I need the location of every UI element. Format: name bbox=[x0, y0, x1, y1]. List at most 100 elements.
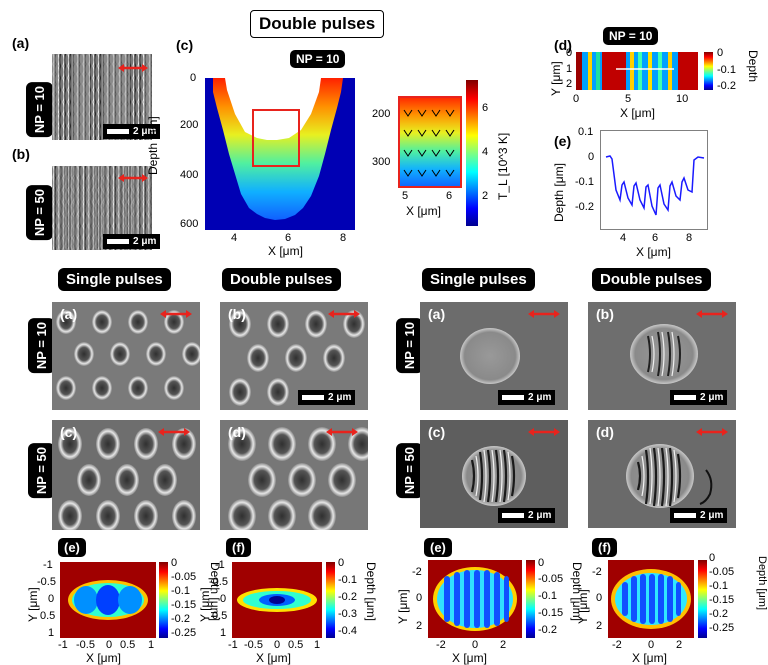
inset-ytick: 300 bbox=[372, 156, 391, 168]
e-xlabel: X [μm] bbox=[636, 245, 671, 259]
br-f-cbar-tick: -0.2 bbox=[709, 608, 728, 620]
br-f-xtick: 2 bbox=[676, 639, 683, 651]
sem-single-np50 bbox=[52, 420, 200, 530]
bl-f-colorbar bbox=[326, 562, 335, 638]
br-e-cbar-tick: 0 bbox=[538, 557, 545, 569]
bl-e-xtick: 0.5 bbox=[120, 639, 136, 651]
br-e-cbar-tick: -0.15 bbox=[538, 607, 564, 619]
bl-e-ytick: -1 bbox=[43, 559, 53, 571]
scale-bar: 2 μm bbox=[670, 390, 728, 405]
bl-f-cbar-tick: -0.1 bbox=[338, 574, 357, 586]
bl-f-ytick: 0 bbox=[220, 593, 227, 605]
panel-label-f: (f) bbox=[592, 538, 617, 557]
depth-map-double bbox=[232, 562, 322, 638]
figure-title: Double pulses bbox=[250, 10, 385, 38]
bl-f-ytick: 1 bbox=[220, 627, 227, 639]
d-xlabel: X [μm] bbox=[620, 106, 655, 120]
tl-tick: 2 bbox=[482, 190, 489, 202]
scale-bar: 2 μm bbox=[670, 508, 728, 523]
panel-label-d: (d) bbox=[228, 424, 246, 440]
bl-f-ylabel: Y [μm] bbox=[198, 587, 212, 622]
br-e-ytick: 0 bbox=[416, 592, 423, 604]
bl-f-cbar-label: Depth [μm] bbox=[364, 562, 378, 621]
inset-ytick: 200 bbox=[372, 108, 391, 120]
br-f-cbar-tick: -0.05 bbox=[709, 566, 735, 578]
c-ytick: 400 bbox=[180, 169, 199, 181]
np-badge-10: NP = 10 bbox=[26, 82, 53, 138]
panel-label-c: (c) bbox=[428, 424, 446, 440]
d-ytick: 1 bbox=[566, 63, 573, 75]
e-ytick: 0 bbox=[588, 151, 595, 163]
inset-xtick: 5 bbox=[402, 190, 409, 202]
d-cbar-tick: -0.2 bbox=[717, 80, 736, 92]
br-f-ytick: 0 bbox=[596, 592, 603, 604]
inset-xlabel: X [μm] bbox=[406, 204, 441, 218]
d-xtick: 10 bbox=[676, 93, 689, 105]
bl-f-ytick: -0.5 bbox=[209, 576, 228, 588]
sem-image-b bbox=[52, 166, 152, 250]
scale-bar: 2 μm bbox=[498, 390, 556, 405]
br-e-xlabel: X [μm] bbox=[452, 651, 487, 665]
e-ylabel: Depth [μm] bbox=[552, 163, 566, 222]
bl-f-cbar-tick: -0.4 bbox=[338, 625, 357, 637]
bl-e-colorbar bbox=[159, 562, 168, 638]
d-xtick: 5 bbox=[625, 93, 632, 105]
c-xtick: 8 bbox=[340, 232, 347, 244]
bl-e-cbar-tick: -0.05 bbox=[171, 571, 197, 583]
sem-double-np50 bbox=[220, 420, 368, 530]
br-f-ytick: 2 bbox=[596, 620, 603, 632]
tl-tick: 4 bbox=[482, 146, 489, 158]
bl-f-xtick: 0 bbox=[274, 639, 281, 651]
br-e-cbar-tick: -0.2 bbox=[538, 624, 557, 636]
c-xtick: 6 bbox=[285, 232, 292, 244]
tl-colorbar bbox=[466, 80, 478, 226]
bl-e-ylabel: Y [μm] bbox=[26, 587, 40, 622]
e-xtick: 4 bbox=[620, 232, 627, 244]
br-e-cbar-tick: -0.1 bbox=[538, 590, 557, 602]
sem-image-a bbox=[52, 54, 152, 140]
bl-f-cbar-tick: 0 bbox=[338, 557, 345, 569]
bl-e-xtick: 0 bbox=[106, 639, 113, 651]
br-f-xtick: 0 bbox=[648, 639, 655, 651]
bl-e-xtick: -1 bbox=[58, 639, 68, 651]
bl-e-xtick: 1 bbox=[148, 639, 155, 651]
inset-xtick: 6 bbox=[446, 190, 453, 202]
d-ytick: 0 bbox=[566, 47, 573, 59]
br-e-xtick: -2 bbox=[436, 639, 446, 651]
c-ytick: 0 bbox=[190, 72, 197, 84]
br-f-cbar-tick: -0.15 bbox=[709, 594, 735, 606]
np-badge-50: NP = 50 bbox=[26, 185, 53, 241]
d-cbar-tick: -0.1 bbox=[717, 64, 736, 76]
np-badge-50: NP = 50 bbox=[28, 443, 55, 499]
panel-label-a: (a) bbox=[12, 35, 30, 51]
br-e-colorbar bbox=[526, 560, 535, 638]
bl-e-cbar-tick: -0.25 bbox=[171, 627, 197, 639]
sem-double-np10 bbox=[220, 302, 368, 410]
br-f-cbar-tick: -0.1 bbox=[709, 580, 728, 592]
c-ytick: 600 bbox=[180, 218, 199, 230]
bl-f-cbar-tick: -0.2 bbox=[338, 591, 357, 603]
panel-label-e: (e) bbox=[554, 133, 572, 149]
e-ytick: -0.1 bbox=[575, 176, 594, 188]
bl-e-cbar-tick: -0.15 bbox=[171, 599, 197, 611]
bl-e-cbar-tick: -0.1 bbox=[171, 585, 190, 597]
panel-label-e: (e) bbox=[424, 538, 452, 557]
bl-e-xtick: -0.5 bbox=[76, 639, 95, 651]
scale-bar: 2 μm bbox=[498, 508, 556, 523]
panel-label-e: (e) bbox=[58, 538, 86, 557]
br-f-colorbar bbox=[698, 560, 707, 638]
d-colorbar bbox=[704, 52, 713, 90]
depth-map-double-spot bbox=[608, 560, 694, 638]
d-xtick: 0 bbox=[573, 93, 580, 105]
panel-label-c: (c) bbox=[176, 37, 194, 53]
panel-label-d: (d) bbox=[554, 37, 572, 53]
br-e-xtick: 0 bbox=[472, 639, 479, 651]
c-plot bbox=[205, 78, 355, 230]
bl-f-xtick: 1 bbox=[314, 639, 321, 651]
header-single-pulses: Single pulses bbox=[58, 268, 171, 291]
bl-f-xlabel: X [μm] bbox=[256, 651, 291, 665]
bl-f-xtick: -0.5 bbox=[244, 639, 263, 651]
panel-label-c: (c) bbox=[60, 424, 78, 440]
sem-single-np10 bbox=[52, 302, 200, 410]
panel-label-b: (b) bbox=[228, 306, 246, 322]
